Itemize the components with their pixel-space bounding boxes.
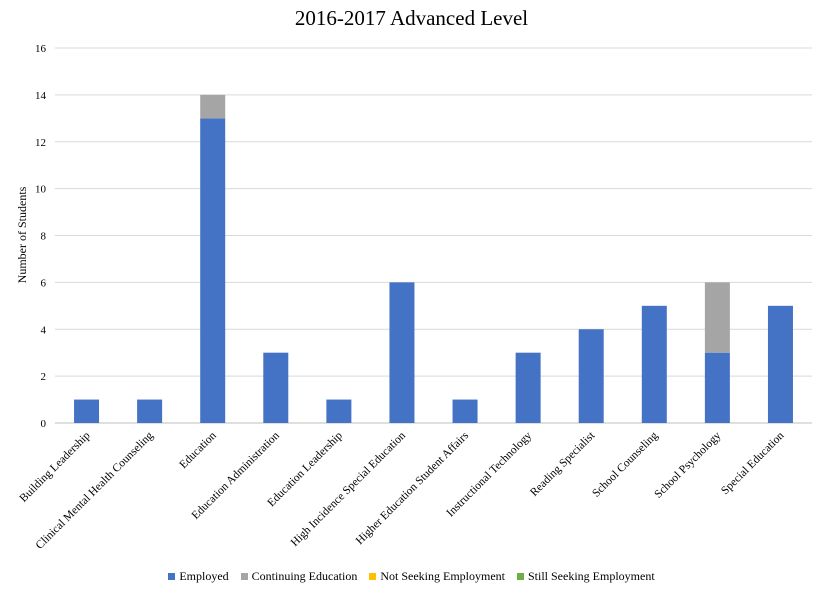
- y-tick-label: 12: [35, 137, 46, 149]
- bar-segment: [200, 118, 226, 423]
- x-tick-label: School Psychology: [652, 429, 723, 500]
- legend-item: Employed: [168, 569, 229, 584]
- bar-segment: [641, 305, 667, 423]
- legend-item: Still Seeking Employment: [516, 569, 655, 584]
- y-tick-label: 0: [41, 418, 47, 430]
- bar-segment: [578, 329, 604, 423]
- bar-segment: [200, 94, 226, 119]
- legend-label: Not Seeking Employment: [380, 569, 505, 583]
- legend-swatch: [168, 573, 176, 580]
- legend-label: Continuing Education: [251, 569, 358, 583]
- bar-segment: [515, 352, 541, 423]
- legend-item: Not Seeking Employment: [369, 569, 505, 584]
- legend-swatch: [369, 573, 377, 580]
- legend: Employed Continuing Education Not Seeking …: [0, 569, 823, 584]
- legend-swatch: [240, 573, 248, 580]
- chart-title: 2016-2017 Advanced Level: [294, 6, 529, 30]
- y-tick-label: 8: [41, 231, 47, 243]
- bar-segment: [704, 352, 730, 423]
- legend-item: Continuing Education: [240, 569, 358, 584]
- x-tick-label: School Counseling: [590, 429, 660, 499]
- bar-segment: [767, 305, 793, 423]
- legend-label: Employed: [179, 569, 229, 583]
- x-tick-label: Education: [177, 429, 219, 471]
- y-tick-label: 14: [35, 90, 47, 102]
- legend-label: Still Seeking Employment: [527, 569, 655, 583]
- bar-segment: [263, 352, 289, 423]
- y-tick-label: 2: [41, 371, 47, 383]
- y-tick-label: 6: [41, 277, 47, 289]
- bar-segment: [452, 399, 478, 423]
- x-tick-label: Building Leadership: [18, 429, 93, 504]
- y-axis-label: Number of Students: [15, 186, 29, 283]
- bar-segment: [74, 399, 100, 423]
- bar-segment: [137, 399, 163, 423]
- bar-segment: [326, 399, 352, 423]
- y-tick-label: 4: [41, 324, 47, 336]
- gridlines: [55, 47, 812, 424]
- bar-segment: [389, 282, 415, 423]
- y-tick-label: 16: [35, 43, 47, 55]
- x-tick-label: Clinical Mental Health Counseling: [34, 429, 156, 551]
- x-tick-label: Reading Specialist: [528, 429, 598, 499]
- x-tick-label: Special Education: [719, 429, 787, 497]
- x-tick-label: High Incidence Special Education: [289, 429, 409, 549]
- x-tick-label: Higher Education Student Affairs: [354, 429, 472, 547]
- legend-swatch: [516, 573, 524, 580]
- bars: [74, 94, 793, 423]
- y-tick-label: 10: [35, 184, 47, 196]
- y-tick-labels: 0 2 4 6 8 10 12 14 16: [35, 43, 47, 430]
- bar-segment: [704, 282, 730, 353]
